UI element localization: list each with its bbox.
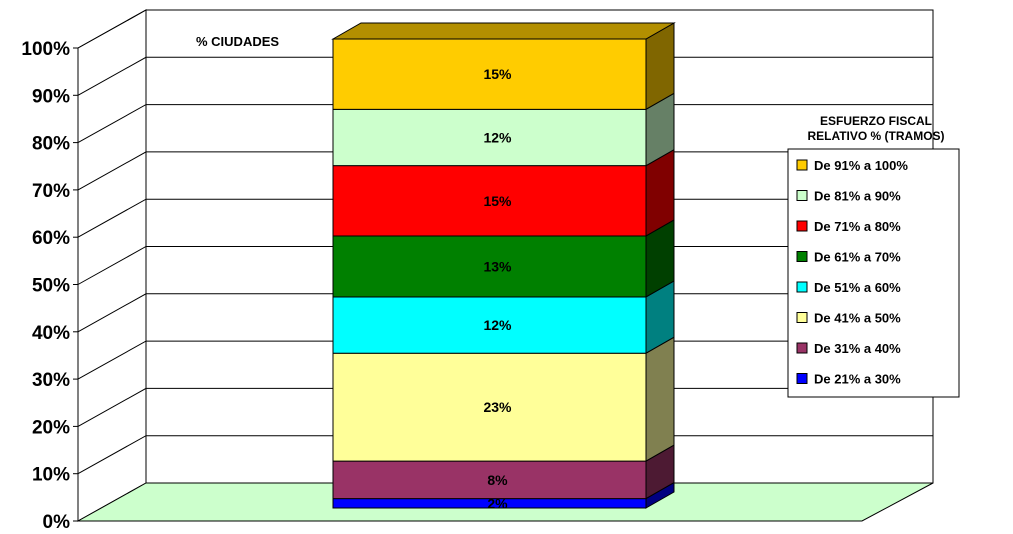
legend-swatch — [796, 190, 808, 201]
y-tick-label: 90% — [32, 86, 70, 107]
y-tick-label: 10% — [32, 465, 70, 486]
legend-item-label: De 51% a 60% — [814, 280, 901, 295]
legend-item-label: De 71% a 80% — [814, 219, 901, 234]
data-label: 15% — [483, 193, 512, 209]
y-tick-label: 100% — [21, 39, 70, 60]
legend-item-label: De 61% a 70% — [814, 250, 901, 265]
bar-top-cap — [331, 22, 676, 40]
bar-segment-3 — [332, 296, 647, 354]
y-tick-label: 80% — [32, 134, 70, 155]
y-tick-label: 20% — [32, 417, 70, 438]
data-label: 12% — [483, 317, 512, 333]
data-label: 15% — [483, 66, 512, 82]
y-tick-label: 70% — [32, 181, 70, 202]
legend-swatch — [796, 312, 808, 323]
chart-title: % CIUDADES — [196, 34, 279, 49]
legend-swatch — [796, 159, 808, 171]
data-labels: 2% 8% 23% 12% 13% 15% 12% 15% — [483, 66, 512, 511]
data-label: 8% — [487, 472, 508, 488]
legend-item-label: De 41% a 50% — [814, 311, 901, 326]
legend-swatch — [796, 342, 808, 354]
legend-swatch — [796, 281, 808, 293]
bar-segment-6 — [332, 108, 647, 167]
y-axis-ticks: 0% 10% 20% 30% 40% 50% 60% 70% 80% 90% 100% — [21, 39, 78, 533]
bar-segment-5 — [332, 165, 647, 237]
gridline — [77, 9, 933, 49]
stacked-bar — [331, 22, 676, 509]
legend-item-label: De 81% a 90% — [814, 189, 901, 204]
data-label: 13% — [483, 258, 512, 274]
y-tick-label: 60% — [32, 228, 70, 249]
y-tick-label: 30% — [32, 370, 70, 391]
legend-swatch — [796, 251, 808, 262]
legend-item-label: De 31% a 40% — [814, 341, 901, 356]
bar-segment-4 — [332, 235, 647, 298]
y-tick-label: 0% — [43, 512, 71, 533]
y-tick-label: 40% — [32, 323, 70, 344]
y-tick-label: 50% — [32, 276, 70, 297]
legend-title-line-1: ESFUERZO FISCAL — [820, 114, 932, 128]
legend-swatch — [796, 220, 808, 232]
legend-swatch — [796, 373, 808, 384]
legend-item-label: De 91% a 100% — [814, 158, 908, 173]
legend-box — [787, 148, 960, 398]
legend: ESFUERZO FISCAL RELATIVO % (TRAMOS) De 9… — [787, 114, 960, 398]
data-label: 12% — [483, 129, 512, 145]
data-label: 23% — [483, 399, 512, 415]
legend-item-label: De 21% a 30% — [814, 372, 901, 387]
bar-side-segment-2 — [645, 336, 675, 462]
legend-title-line-2: RELATIVO % (TRAMOS) — [807, 129, 944, 143]
bar-segment-7 — [332, 38, 647, 110]
data-label: 2% — [487, 495, 508, 511]
